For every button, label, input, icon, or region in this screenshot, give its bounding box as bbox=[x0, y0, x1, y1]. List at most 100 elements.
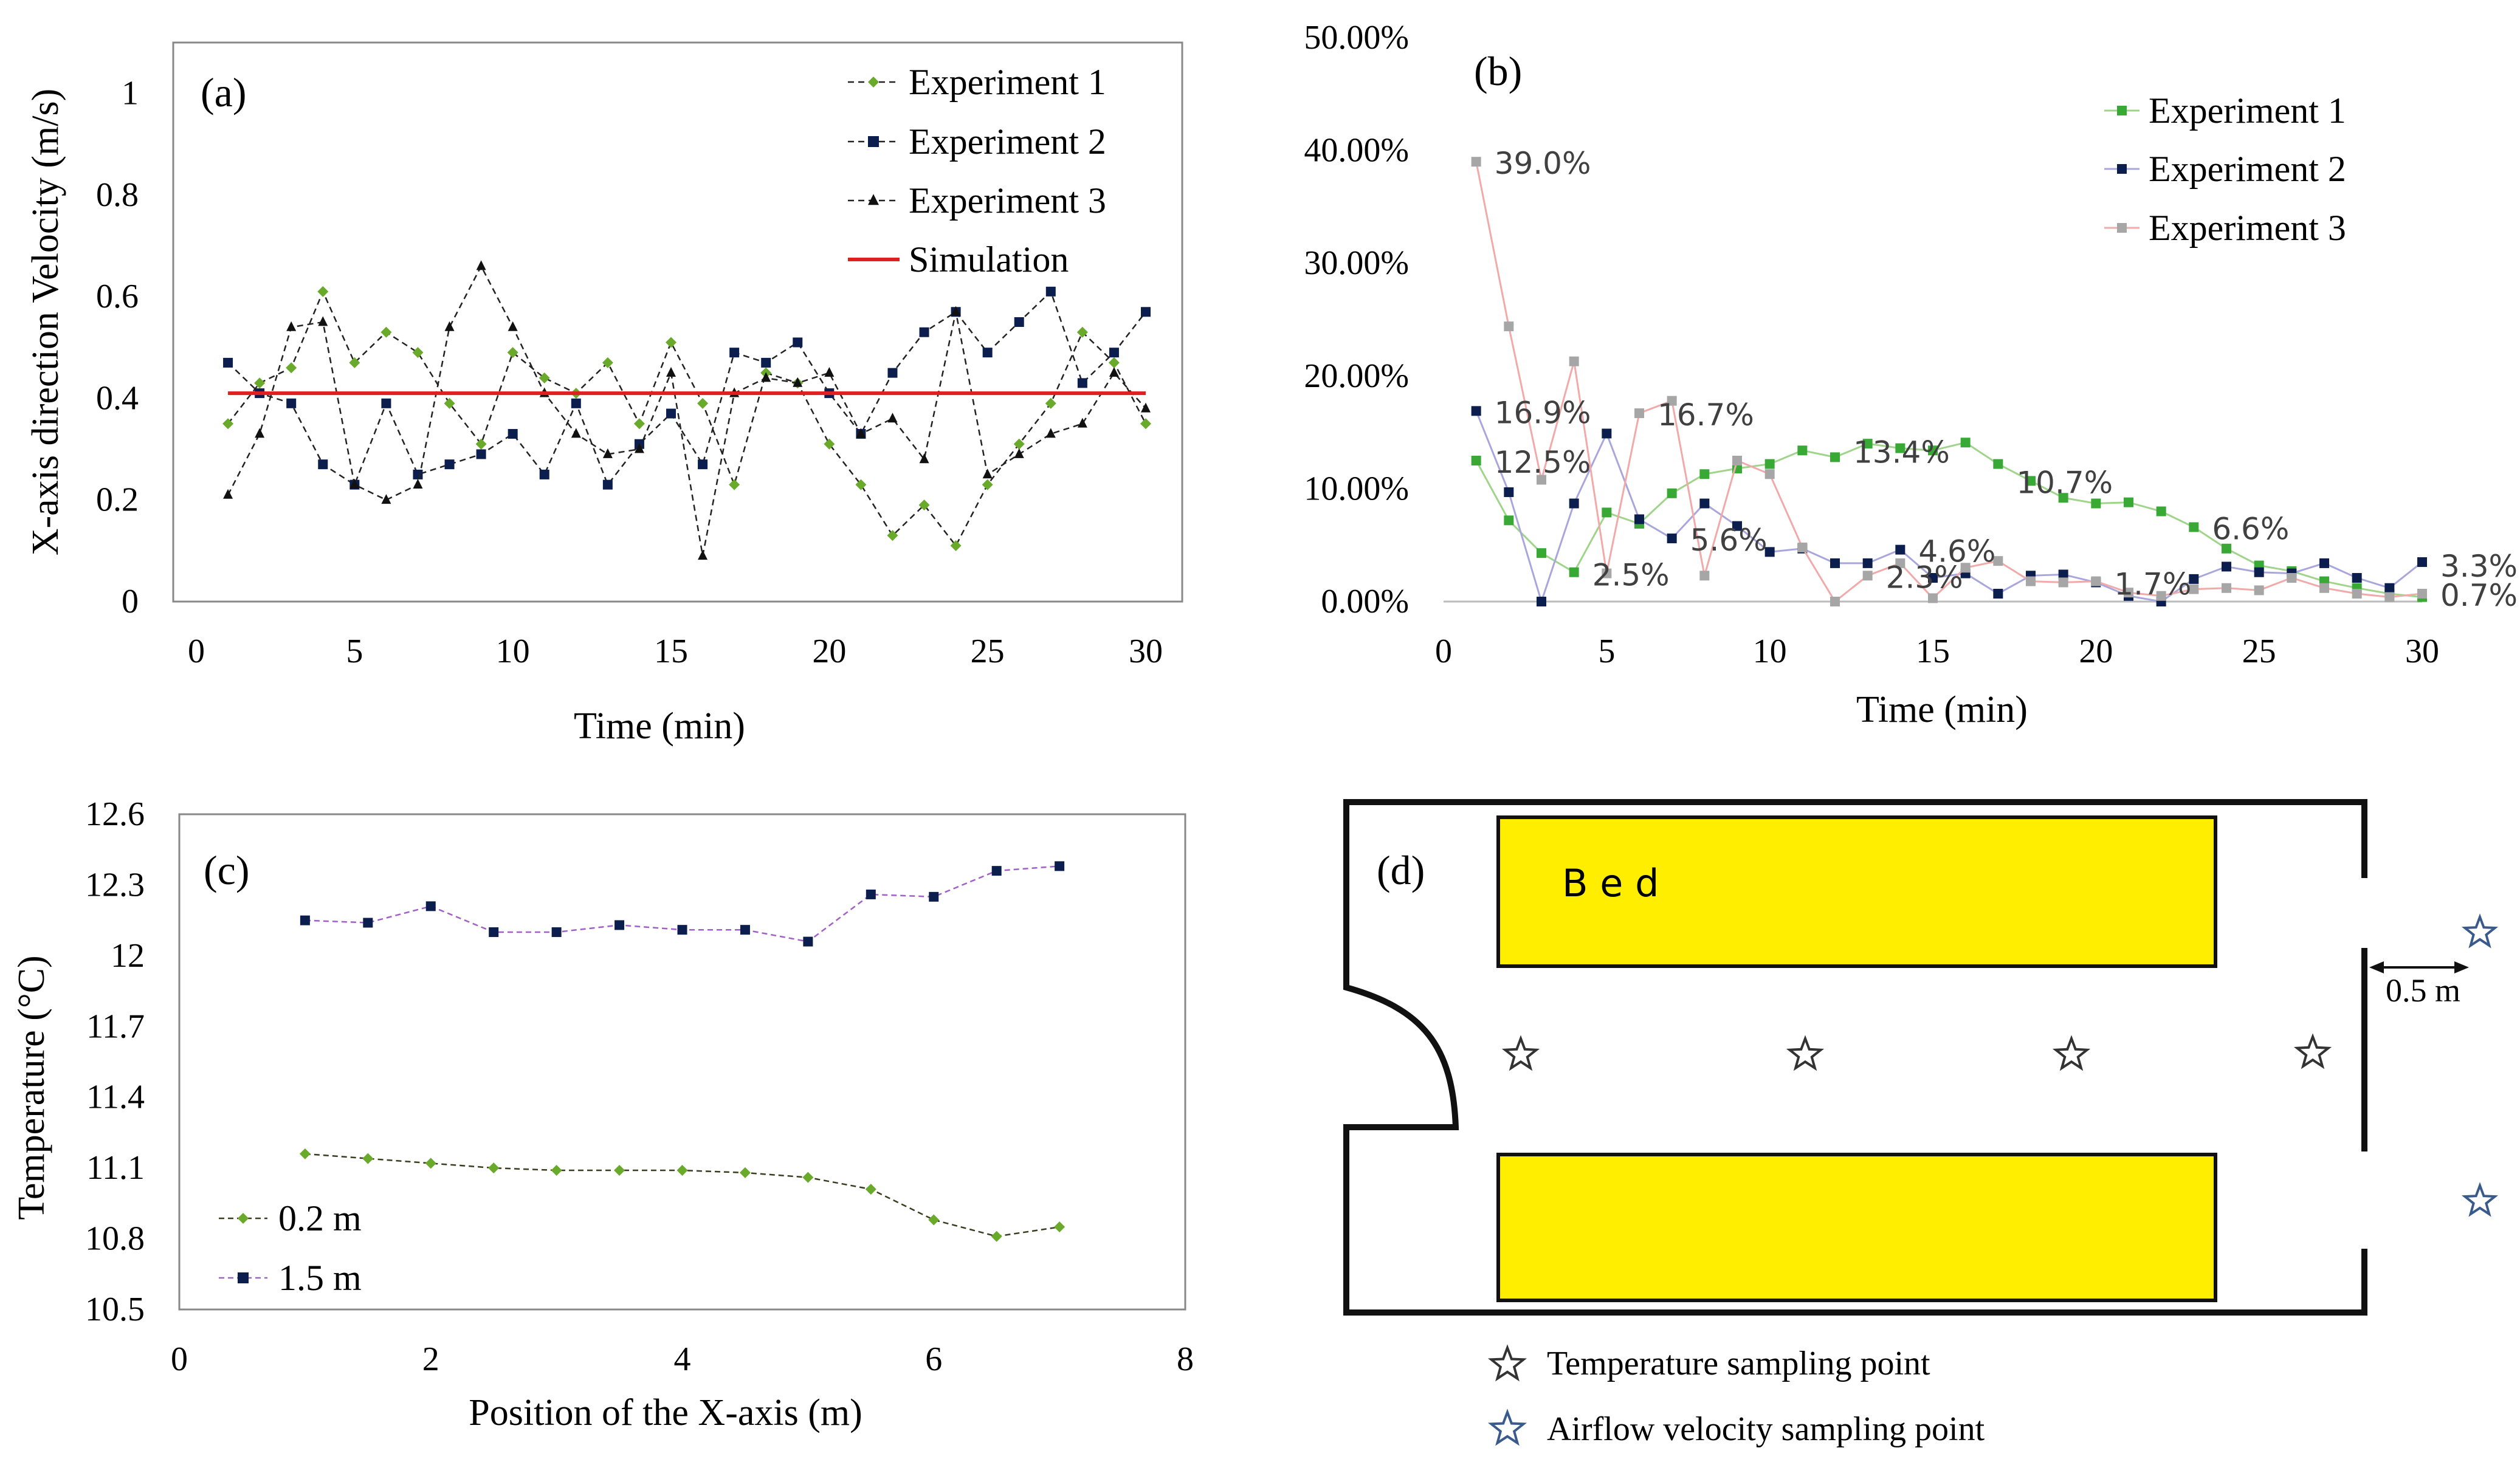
x-tick-label: 0 bbox=[188, 633, 205, 670]
data-point bbox=[2189, 574, 2199, 584]
data-point bbox=[729, 348, 740, 358]
data-point bbox=[739, 1167, 751, 1178]
temperature-sampling-star-icon bbox=[1501, 1035, 1540, 1071]
data-point bbox=[1764, 469, 1775, 479]
data-point bbox=[602, 357, 613, 368]
data-point bbox=[2026, 476, 2036, 486]
data-point bbox=[300, 915, 310, 925]
data-point bbox=[865, 1184, 876, 1195]
data-point bbox=[1667, 488, 1677, 498]
data-point bbox=[425, 1158, 436, 1169]
data-point bbox=[2026, 576, 2036, 586]
y-tick-label: 11.7 bbox=[86, 1007, 145, 1045]
data-point bbox=[2124, 588, 2133, 598]
data-point bbox=[476, 260, 486, 270]
data-point bbox=[507, 347, 518, 359]
data-point bbox=[362, 1153, 374, 1164]
data-point bbox=[991, 1230, 1002, 1242]
series-group bbox=[1471, 157, 2427, 606]
data-point bbox=[982, 348, 993, 358]
data-point bbox=[919, 453, 929, 464]
data-point bbox=[2156, 506, 2166, 517]
data-point bbox=[951, 306, 961, 316]
data-point bbox=[508, 429, 518, 439]
data-point bbox=[1602, 507, 1612, 518]
data-point bbox=[1141, 402, 1151, 413]
data-point bbox=[2091, 498, 2101, 509]
data-point bbox=[1699, 469, 1710, 479]
data-point bbox=[444, 397, 455, 409]
data-point bbox=[802, 1172, 814, 1183]
data-label: 39.0% bbox=[1495, 146, 1591, 181]
data-point bbox=[614, 1165, 625, 1176]
data-point bbox=[1960, 438, 1971, 448]
y-tick-label: 10.8 bbox=[85, 1220, 145, 1258]
data-point bbox=[697, 397, 709, 409]
data-point bbox=[602, 479, 613, 490]
data-point bbox=[413, 469, 423, 479]
data-point bbox=[1504, 321, 1514, 332]
legend-label: Experiment 1 bbox=[2149, 91, 2346, 131]
data-point bbox=[2384, 583, 2395, 593]
data-label: 10.7% bbox=[2016, 465, 2113, 500]
data-point bbox=[887, 368, 898, 378]
data-point bbox=[1895, 443, 1905, 453]
y-tick-label: 40.00% bbox=[1304, 132, 1409, 170]
legend-marker bbox=[2117, 164, 2127, 174]
y-tick-label: 0.2 bbox=[96, 481, 139, 519]
y-tick-label: 12 bbox=[111, 937, 145, 975]
data-point bbox=[634, 443, 644, 453]
data-point bbox=[803, 936, 813, 947]
x-axis-label: Time (min) bbox=[574, 705, 745, 747]
y-tick-label: 10.00% bbox=[1304, 470, 1409, 507]
x-tick-label: 2 bbox=[422, 1340, 439, 1378]
data-point bbox=[1471, 157, 1481, 167]
data-point bbox=[919, 327, 929, 337]
legend-label: Experiment 3 bbox=[2149, 208, 2346, 248]
legend: Temperature sampling point Airflow veloc… bbox=[1487, 1344, 1985, 1448]
data-point bbox=[1667, 534, 1677, 544]
legend-label: Experiment 3 bbox=[909, 180, 1106, 221]
legend-label: 1.5 m bbox=[278, 1258, 362, 1298]
data-point bbox=[2254, 567, 2264, 577]
data-point bbox=[425, 901, 436, 911]
data-point bbox=[761, 372, 771, 382]
x-tick-label: 20 bbox=[2079, 633, 2113, 670]
data-point bbox=[729, 479, 740, 490]
data-point bbox=[489, 927, 499, 938]
data-point bbox=[1569, 498, 1579, 509]
data-point bbox=[1076, 326, 1088, 338]
data-label: 1.7% bbox=[2114, 566, 2191, 602]
tick-labels: 0 5 10 15 20 25 30 0 0.2 0.4 0.6 0.8 1 bbox=[96, 75, 1163, 670]
data-point bbox=[793, 377, 803, 387]
data-point bbox=[1471, 406, 1481, 416]
x-tick-label: 30 bbox=[1129, 633, 1163, 670]
data-point bbox=[602, 448, 613, 458]
data-point bbox=[1569, 356, 1579, 366]
data-point bbox=[412, 347, 424, 359]
data-point bbox=[254, 377, 266, 389]
data-point bbox=[2287, 573, 2297, 583]
data-point bbox=[2058, 577, 2068, 588]
data-point bbox=[1830, 558, 1840, 568]
series-line bbox=[227, 289, 1147, 547]
data-point bbox=[666, 337, 676, 348]
x-axis-label: Position of the X-axis (m) bbox=[469, 1392, 862, 1433]
data-point bbox=[918, 499, 930, 511]
data-point bbox=[1108, 357, 1120, 368]
x-tick-label: 0 bbox=[171, 1340, 188, 1378]
data-point bbox=[1014, 317, 1024, 327]
data-point bbox=[488, 1162, 500, 1174]
arrow-right-icon bbox=[2454, 961, 2469, 973]
data-point bbox=[1862, 439, 1873, 449]
data-point bbox=[1537, 475, 1546, 485]
data-point bbox=[2222, 543, 2231, 554]
data-point bbox=[286, 362, 297, 374]
data-point bbox=[1667, 396, 1677, 406]
legend: 0.2 m 1.5 m bbox=[219, 1198, 362, 1298]
data-point bbox=[1054, 1221, 1065, 1233]
legend: Experiment 1 Experiment 2 Experiment 3 bbox=[2104, 91, 2346, 248]
y-tick-label: 11.1 bbox=[86, 1149, 145, 1187]
data-point bbox=[1993, 459, 2003, 469]
arrow-left-icon bbox=[2369, 961, 2384, 973]
